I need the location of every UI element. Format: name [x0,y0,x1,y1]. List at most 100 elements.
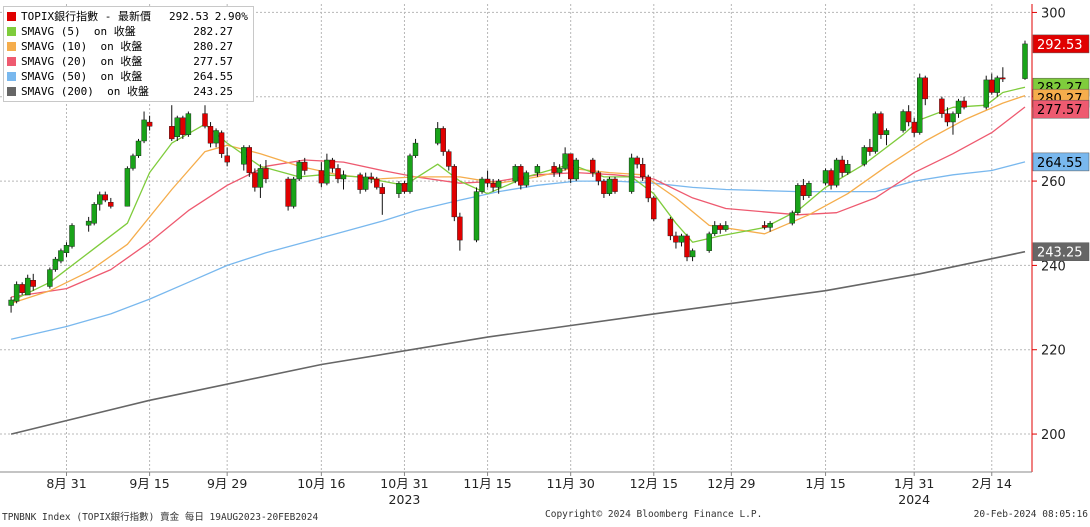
legend-entry-sma200: SMAVG (200) on 收盤 243.25 [7,84,248,99]
candle-body [246,147,253,173]
candle-body [1000,77,1006,80]
x-tick-label: 1月 31 [894,476,934,491]
candle-body [169,126,175,140]
candle-body [63,244,70,253]
candle-body [845,163,851,173]
candle-body [396,182,402,194]
candle-body [374,178,380,188]
candle-body [833,159,840,186]
x-tick-label: 10月 16 [297,476,345,491]
candle-body [989,79,995,93]
candle-body [883,130,890,135]
axis-badge-label-sma200: 243.25 [1037,246,1083,261]
candle-body [302,161,308,171]
candle-body [457,216,463,241]
candle-body [296,161,302,180]
axis-badge-sma50 [1032,152,1090,172]
x-year-label: 2024 [898,492,930,507]
footer-copyright: Copyright© 2024 Bloomberg Finance L.P. [545,509,763,520]
candle-body [207,126,214,144]
candle-body [185,113,192,135]
candle-body [180,117,186,135]
footer-timestamp: 20-Feb-2024 08:05:16 [973,509,1088,520]
x-tick-label: 12月 29 [707,476,755,491]
legend-value-sma5: 282.27 [193,25,233,38]
candle-body [518,166,524,186]
x-tick-label: 12月 15 [630,476,678,491]
legend-entry-sma5: SMAVG (5) on 收盤 282.27 [7,24,248,39]
candle-body [955,100,962,114]
candle-body [479,178,485,192]
candle-body [568,153,574,180]
candle-body [102,194,109,201]
candle-body [96,194,103,205]
candle-body [983,79,989,108]
candle-body [363,176,369,190]
y-tick-label: 220 [1041,344,1066,359]
x-tick-label: 9月 29 [207,476,247,491]
candle-body [141,119,147,142]
x-tick-label: 1月 15 [805,476,845,491]
candle-body [712,225,718,234]
candle-body [806,182,812,196]
candle-body [601,180,607,194]
candle-body [595,172,602,182]
candle-body [329,159,336,169]
axis-badge-label-sma20: 277.57 [1037,103,1083,118]
legend-entry-sma20: SMAVG (20) on 收盤 277.57 [7,54,248,69]
legend-value-sma200: 243.25 [193,85,233,98]
candle-body [717,225,723,230]
y-tick-label: 300 [1041,6,1066,21]
candle-body [839,159,845,173]
candle-body [401,182,408,192]
candle-body [58,250,64,262]
legend-swatch-sma200 [7,87,16,96]
candle-body [484,178,491,184]
candle-body [108,201,114,207]
candle-body [789,212,795,224]
candle-body [961,100,967,108]
candle-body [85,220,92,226]
candle-body [174,117,181,138]
candle-body [723,225,729,230]
legend-swatch-main [7,12,16,21]
legend-value-sma20: 277.57 [193,55,233,68]
legend-change-main: 2.90% [214,10,248,23]
candle-body [135,140,142,157]
x-tick-label: 8月 31 [46,476,86,491]
candle-body [440,128,446,152]
candle-body [828,170,834,186]
legend-entry-sma50: SMAVG (50) on 收盤 264.55 [7,69,248,84]
series-line-sma20 [11,106,1026,298]
y-tick-label: 200 [1041,428,1066,443]
legend-swatch-sma5 [7,27,16,36]
candle-body [800,185,807,197]
candle-body [202,113,208,127]
candle-body [551,166,557,173]
candle-body [290,178,297,207]
candle-body [673,235,679,243]
x-tick-label: 9月 15 [129,476,169,491]
candle-body [451,166,457,218]
candle-body [795,185,801,213]
candle-body [689,250,696,258]
candle-body [761,225,768,228]
series-line-sma200 [10,250,1026,435]
y-tick-label: 240 [1041,259,1066,274]
candle-body [318,170,325,184]
candle-body [994,77,1000,93]
candle-body [867,147,873,152]
candle-body [905,111,912,123]
x-tick-label: 11月 30 [547,476,595,491]
candle-body [534,166,541,173]
candle-body [645,176,651,199]
candle-body [435,128,441,144]
candle-body [606,178,613,195]
candle-body [446,151,452,167]
legend-label-sma50: SMAVG (50) on 收盤 [21,70,143,83]
legend-entry-sma10: SMAVG (10) on 收盤 280.27 [7,39,248,54]
legend-value-sma50: 264.55 [193,70,233,83]
candle-body [861,147,867,165]
candle-body [490,182,496,188]
